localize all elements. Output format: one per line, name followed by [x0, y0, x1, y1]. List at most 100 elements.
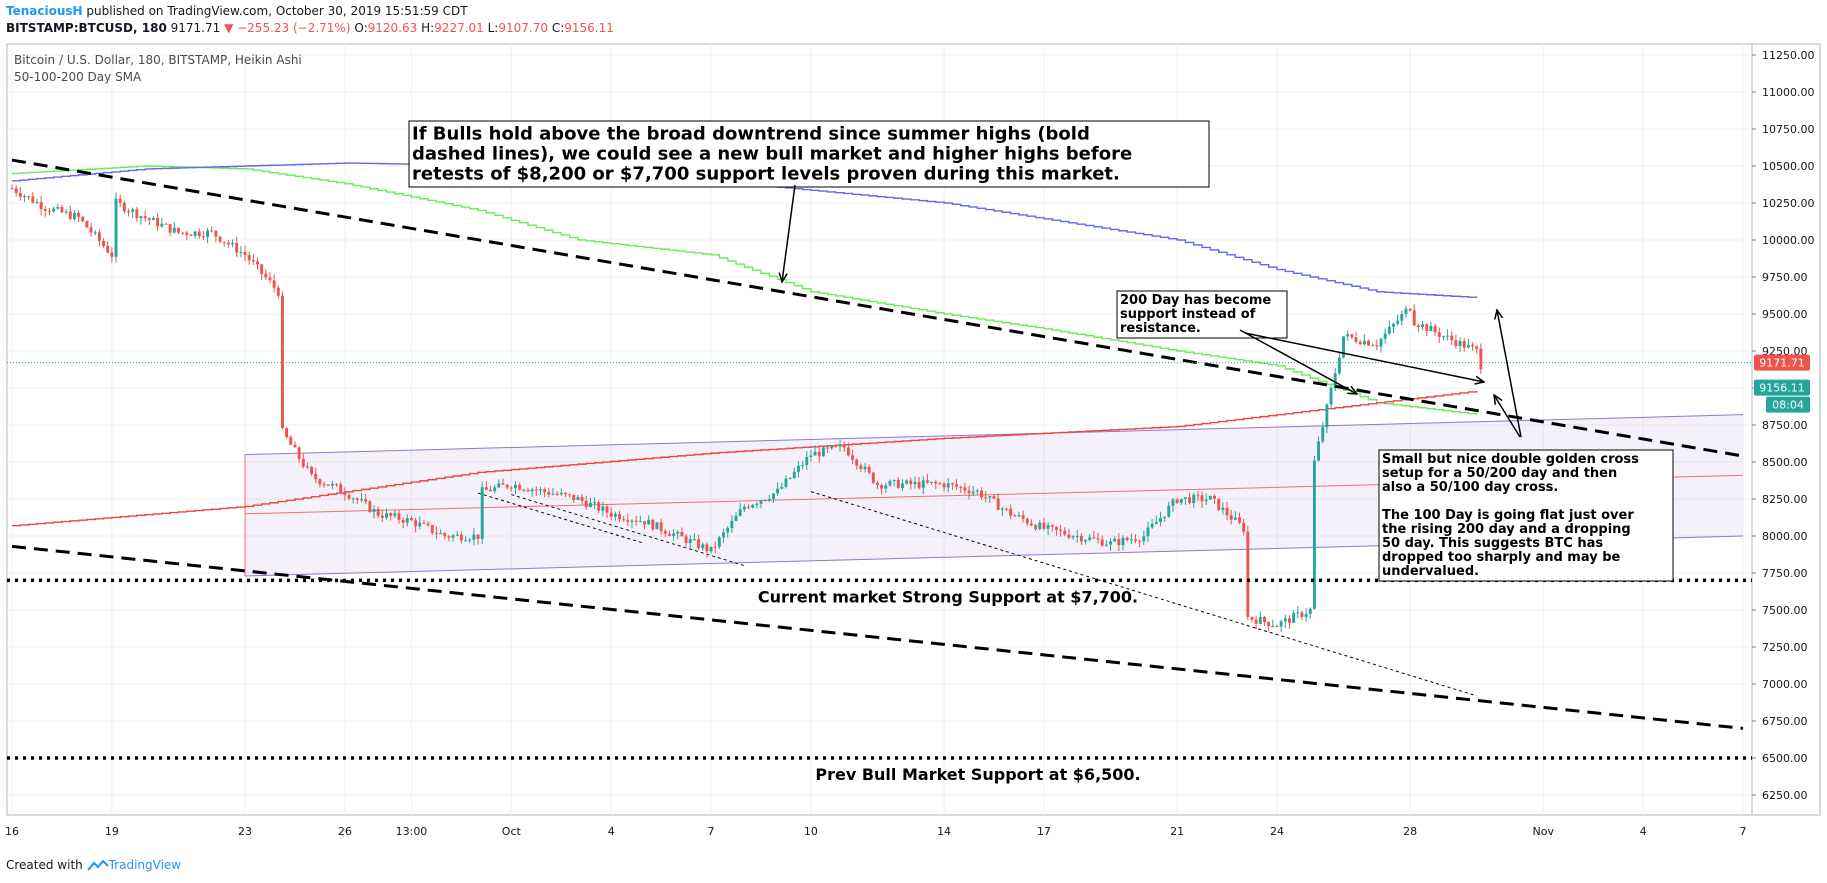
candle-body	[60, 207, 64, 213]
candle-body	[834, 446, 838, 448]
minor-trend-line	[511, 494, 745, 567]
candle-body	[984, 497, 988, 499]
candle-body	[667, 533, 671, 536]
candle-body	[1183, 497, 1187, 499]
candle-body	[1454, 340, 1458, 347]
candle-body	[780, 486, 784, 489]
minor-trend-line	[810, 491, 1477, 697]
tradingview-logo-icon	[86, 859, 109, 871]
plot-area: Current market Strong Support at $7,700.…	[7, 158, 1752, 784]
candle-body	[1100, 539, 1104, 546]
candle-body	[235, 242, 239, 253]
candle-body	[118, 198, 122, 203]
candle-body	[1279, 621, 1283, 627]
candle-body	[27, 196, 31, 198]
candle-body	[597, 502, 601, 511]
candle-body	[1217, 498, 1221, 510]
candle-body	[276, 287, 280, 296]
candle-body	[185, 232, 189, 235]
candle-body	[1079, 535, 1083, 542]
y-tick-label: 6250.00	[1762, 789, 1808, 802]
x-tick-label: 16	[5, 825, 19, 838]
annotation-arrow	[1494, 395, 1521, 438]
candle-body	[971, 491, 975, 494]
x-tick-label: 10	[804, 825, 818, 838]
annotation-golden-cross-box	[1378, 449, 1674, 582]
candle-body	[418, 522, 422, 527]
candle-body	[1213, 495, 1217, 499]
last-price-tag	[1754, 354, 1810, 371]
y-tick-label: 7500.00	[1762, 604, 1808, 617]
candle-body	[1292, 613, 1296, 623]
candle-body	[863, 466, 867, 470]
candle-body	[755, 503, 759, 505]
x-tick-label: 7	[1740, 825, 1747, 838]
candle-body	[767, 498, 771, 501]
candle-body	[410, 518, 413, 521]
candle-body	[1104, 544, 1108, 546]
candle-body	[846, 447, 850, 456]
author-link[interactable]: TenaciousH	[6, 4, 83, 18]
candle-body	[880, 485, 884, 489]
candle-body	[1362, 340, 1366, 345]
candle-body	[751, 504, 755, 508]
candle-body	[197, 231, 201, 237]
candle-body	[401, 519, 405, 523]
tradingview-link[interactable]: TradingView	[108, 858, 182, 872]
candle-body	[555, 493, 559, 495]
candle-body	[580, 497, 584, 501]
candle-body	[1129, 539, 1133, 541]
candle-body	[892, 480, 896, 482]
candle-body	[559, 492, 563, 495]
candle-body	[1271, 626, 1275, 628]
candle-body	[526, 490, 530, 492]
candle-body	[1075, 535, 1079, 537]
candle-body	[684, 536, 688, 543]
candle-body	[301, 458, 305, 467]
last-price-label: 9171.71	[1759, 357, 1805, 370]
candle-body	[1379, 338, 1383, 347]
low-label: L:	[487, 21, 499, 35]
candle-body	[1146, 527, 1150, 537]
candle-body	[980, 490, 983, 498]
candle-body	[1441, 336, 1445, 338]
candle-body	[855, 459, 859, 466]
candle-body	[514, 484, 517, 489]
candle-body	[913, 481, 917, 485]
x-tick-label: 28	[1403, 825, 1417, 838]
candle-body	[792, 471, 796, 478]
candle-body	[260, 264, 264, 274]
annotation-golden-cross-text: undervalued.	[1382, 564, 1479, 579]
candle-body	[114, 198, 118, 257]
annotation-arrow	[782, 184, 796, 282]
candle-body	[1134, 539, 1137, 542]
candle-body	[1371, 345, 1375, 347]
candle-body	[1300, 612, 1304, 617]
candle-body	[127, 211, 130, 213]
candle-body	[1250, 616, 1254, 620]
candle-body	[193, 231, 197, 236]
candle-body	[1346, 334, 1350, 337]
candle-body	[376, 509, 380, 516]
candle-body	[1325, 404, 1329, 428]
candle-body	[576, 497, 580, 500]
y-tick-label: 6500.00	[1762, 752, 1808, 765]
annotation-bulls-text: retests of $8,200 or $7,700 support leve…	[412, 163, 1120, 184]
published-text: published on TradingView.com, October 30…	[86, 4, 468, 18]
candle-body	[867, 466, 871, 473]
candle-body	[18, 192, 22, 197]
candle-body	[1192, 494, 1196, 504]
candle-body	[975, 490, 979, 492]
candle-body	[572, 494, 576, 500]
annotation-golden-cross-text: The 100 Day is going flat just over	[1382, 508, 1634, 523]
x-tick-label: 19	[105, 825, 119, 838]
candle-body	[821, 447, 825, 457]
annotation-arrow	[1244, 332, 1484, 382]
candle-body	[222, 241, 226, 243]
candle-body	[497, 483, 501, 488]
candle-body	[310, 466, 314, 474]
annotation-golden-cross-text: setup for a 50/200 day and then	[1382, 466, 1617, 481]
candle-body	[1308, 608, 1312, 614]
candle-body	[659, 522, 663, 532]
